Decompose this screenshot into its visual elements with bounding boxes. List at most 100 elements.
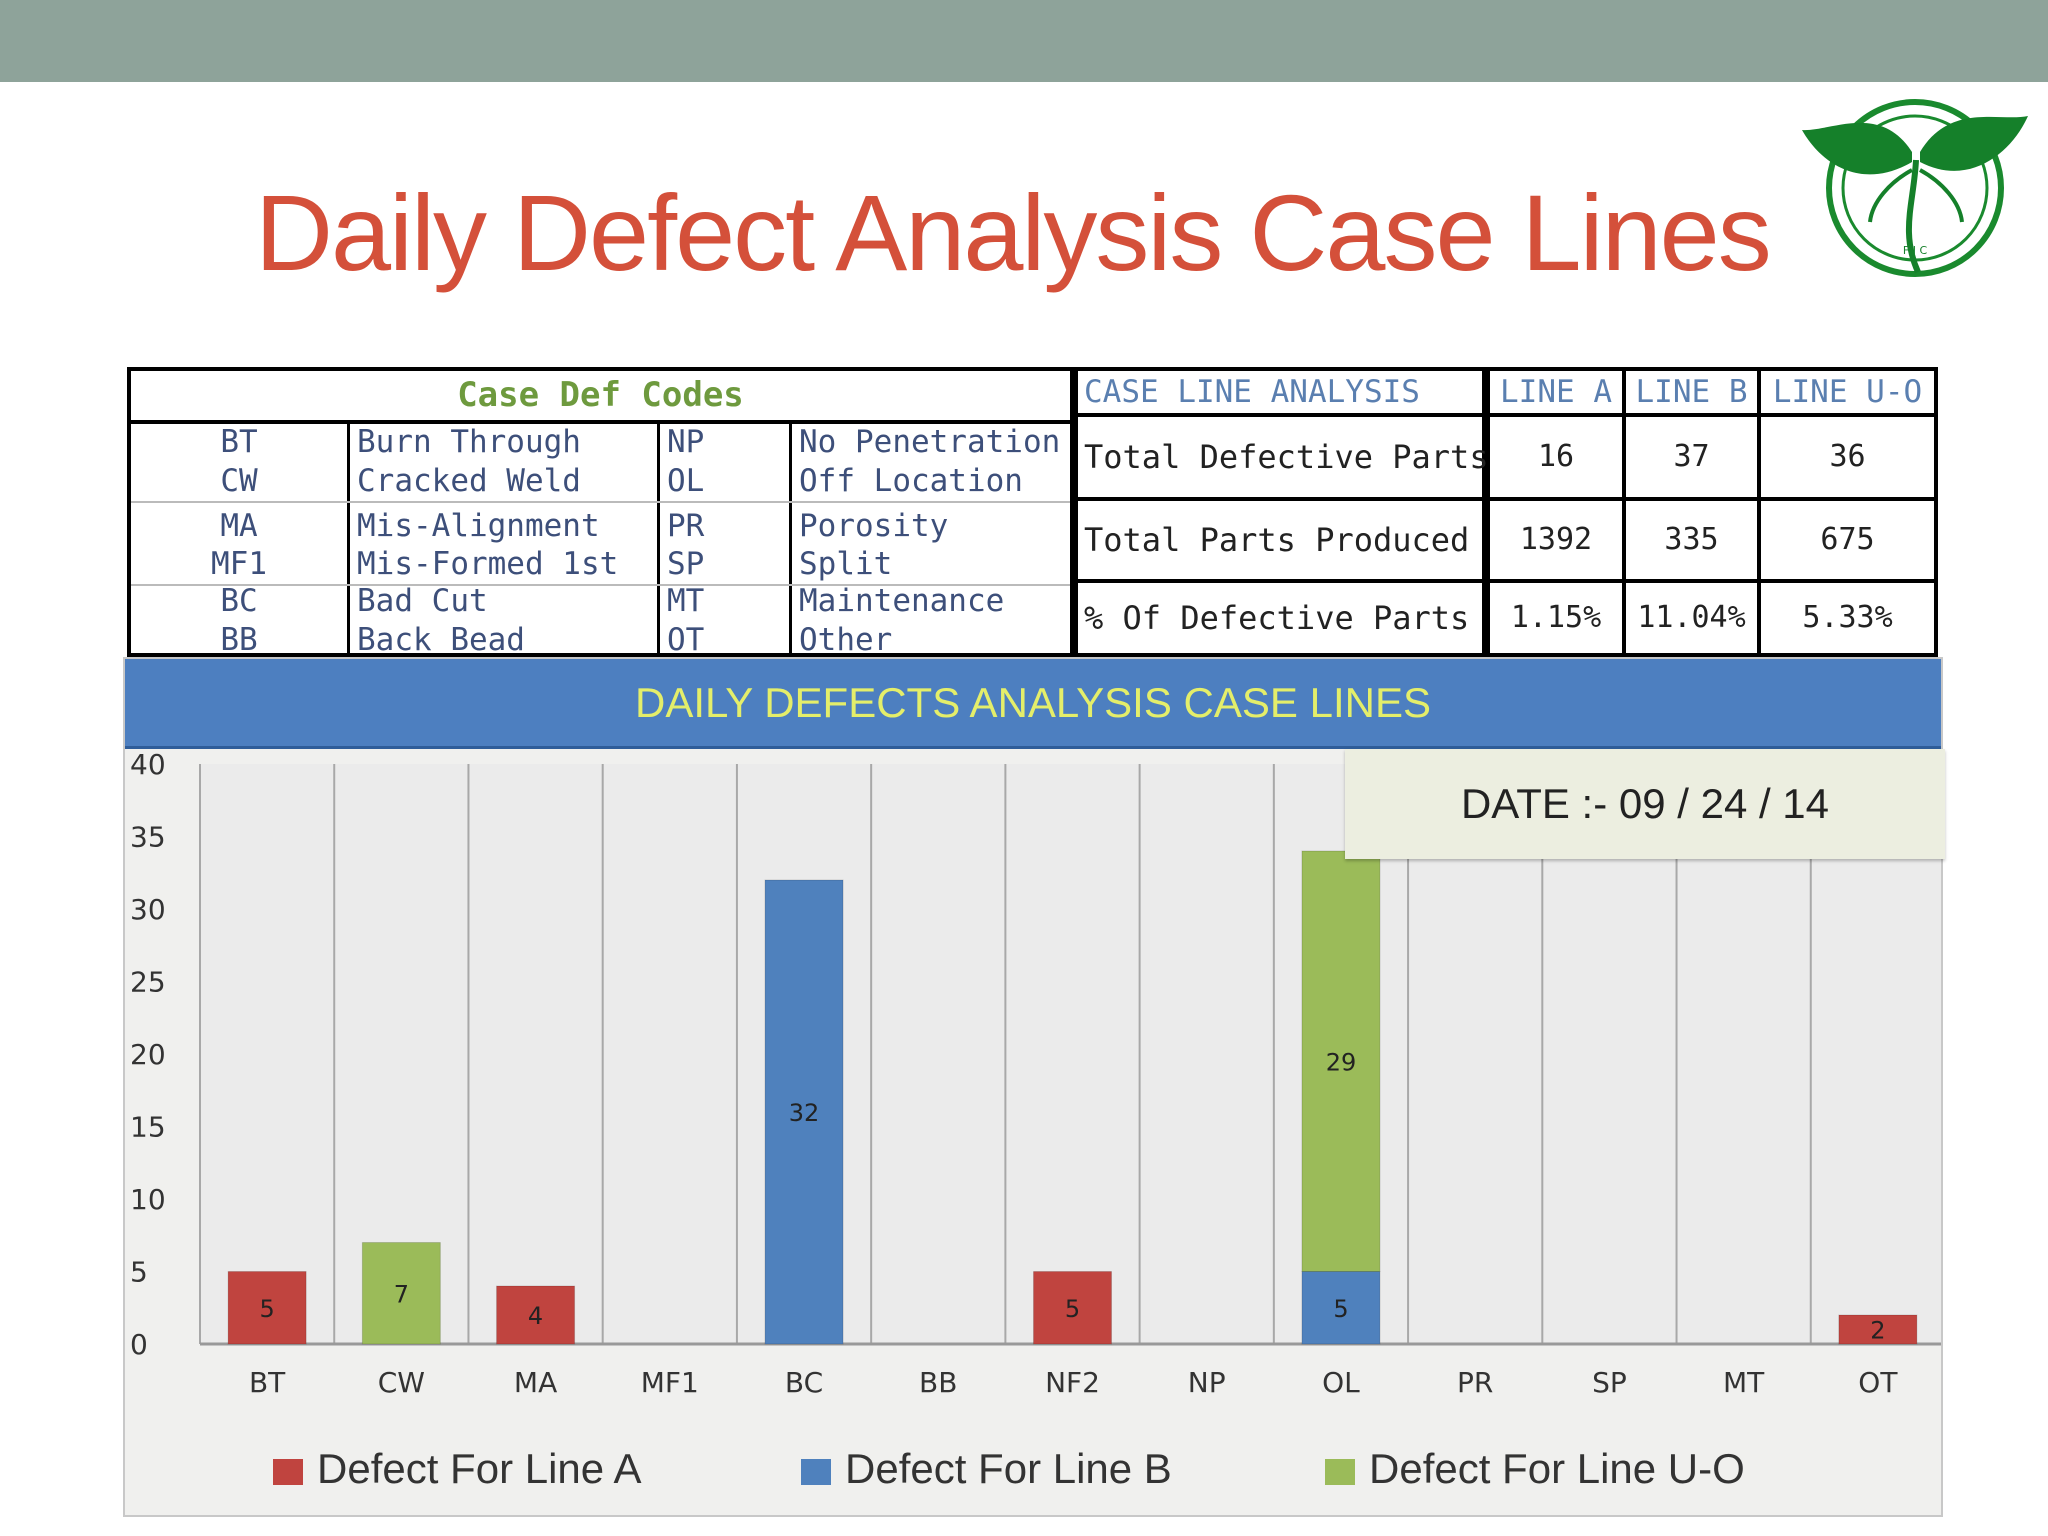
codes-table-row: BB Back Bead OT Other: [131, 621, 1070, 659]
bar: [496, 1285, 576, 1345]
codes-table-row: MA Mis-Alignment PR Porosity: [131, 507, 1070, 545]
analysis-value: 1.15%: [1486, 579, 1626, 657]
line-header: LINE U-O: [1757, 367, 1938, 417]
defect-code: MT: [667, 583, 705, 619]
defect-code: OL: [667, 463, 705, 499]
bar-value-label: 7: [394, 1280, 409, 1308]
bar-value-label: 29: [1326, 1048, 1357, 1076]
bar: [1301, 850, 1381, 1272]
analysis-value: 11.04%: [1622, 579, 1761, 657]
defect-name: Mis-Formed 1st: [357, 546, 619, 582]
y-tick-label: 25: [130, 966, 166, 999]
x-tick-label: OL: [1322, 1366, 1360, 1399]
bar: [227, 1271, 307, 1345]
bar: [1301, 1271, 1381, 1345]
y-tick-label: 30: [130, 893, 166, 926]
line-header: LINE B: [1622, 367, 1761, 417]
bar-value-label: 32: [789, 1099, 820, 1127]
legend-swatch: [1325, 1459, 1355, 1485]
analysis-value: 1392: [1486, 497, 1626, 583]
case-def-codes-table: Case Def Codes BT Burn Through NP No Penetr…: [127, 367, 1074, 659]
defect-name: Bad Cut: [357, 583, 488, 619]
bar-value-label: 5: [1065, 1295, 1080, 1323]
bar-value-label: 4: [528, 1302, 543, 1330]
analysis-value: 5.33%: [1757, 579, 1938, 657]
defect-code: OT: [667, 622, 705, 658]
bar-value-label: 2: [1870, 1317, 1885, 1345]
x-tick-label: OT: [1858, 1366, 1898, 1399]
legend-item-line-a: Defect For Line A: [273, 1439, 642, 1499]
defect-code: MA: [220, 508, 258, 544]
analysis-value: 16: [1486, 413, 1626, 501]
column-divider: [789, 420, 792, 653]
legend-label: Defect For Line A: [317, 1445, 642, 1492]
bar: [764, 879, 844, 1345]
defect-name: Porosity: [799, 508, 949, 544]
row-divider: [131, 501, 1070, 503]
x-tick-label: MF1: [641, 1366, 699, 1399]
bar-value-label: 5: [259, 1295, 274, 1323]
date-label: DATE :- 09 / 24 / 14: [1345, 749, 1945, 859]
defect-name: Cracked Weld: [357, 463, 581, 499]
top-bar: [0, 0, 2048, 82]
legend-label: Defect For Line B: [845, 1445, 1172, 1492]
bar-value-label: 5: [1333, 1295, 1348, 1323]
defect-code: BB: [220, 622, 258, 658]
defect-name: Mis-Alignment: [357, 508, 600, 544]
bar: [1838, 1314, 1918, 1345]
x-tick-label: CW: [378, 1366, 425, 1399]
column-divider: [347, 420, 350, 653]
y-tick-label: 40: [130, 748, 166, 781]
bar: [361, 1242, 441, 1345]
defect-name: Burn Through: [357, 424, 581, 460]
defect-name: Maintenance: [799, 583, 1005, 619]
plot-area: [200, 764, 1941, 1344]
analysis-value: 37: [1622, 413, 1761, 501]
x-tick-label: BB: [919, 1366, 957, 1399]
analysis-value: 36: [1757, 413, 1938, 501]
x-tick-label: SP: [1592, 1366, 1627, 1399]
legend-item-line-b: Defect For Line B: [801, 1439, 1172, 1499]
codes-table-row: BC Bad Cut MT Maintenance: [131, 582, 1070, 620]
analysis-header: CASE LINE ANALYSIS: [1074, 367, 1486, 417]
codes-table-row: CW Cracked Weld OL Off Location: [131, 462, 1070, 500]
x-tick-label: NF2: [1045, 1366, 1100, 1399]
defect-name: Split: [799, 546, 893, 582]
chart-legend: Defect For Line A Defect For Line B Defe…: [125, 1439, 1941, 1499]
defects-chart: DAILY DEFECTS ANALYSIS CASE LINES 0 5 10 15…: [123, 657, 1945, 1517]
x-tick-label: BT: [249, 1366, 286, 1399]
y-tick-label: 0: [130, 1328, 148, 1361]
legend-item-line-uo: Defect For Line U-O: [1325, 1439, 1745, 1499]
y-tick-label: 10: [130, 1183, 166, 1216]
defect-code: MF1: [211, 546, 267, 582]
x-tick-label: PR: [1457, 1366, 1493, 1399]
defect-name: Off Location: [799, 463, 1023, 499]
defect-code: BT: [220, 424, 258, 460]
logo-text: F I C: [1903, 244, 1928, 257]
defect-code: CW: [220, 463, 258, 499]
analysis-row-label: Total Parts Produced: [1074, 497, 1486, 583]
y-tick-label: 5: [130, 1256, 148, 1289]
analysis-row-label: % Of Defective Parts: [1074, 579, 1486, 657]
legend-swatch: [801, 1459, 831, 1485]
defect-code: SP: [667, 546, 705, 582]
defect-name: No Penetration: [799, 424, 1061, 460]
y-tick-label: 20: [130, 1038, 166, 1071]
codes-table-row: BT Burn Through NP No Penetration: [131, 423, 1070, 461]
x-tick-label: BC: [785, 1366, 823, 1399]
legend-swatch: [273, 1459, 303, 1485]
x-tick-label: MT: [1723, 1366, 1765, 1399]
bar: [1033, 1271, 1112, 1345]
chart-title: DAILY DEFECTS ANALYSIS CASE LINES: [125, 659, 1941, 749]
analysis-row-label: Total Defective Parts: [1074, 413, 1489, 501]
analysis-value: 335: [1622, 497, 1761, 583]
x-tick-label: MA: [514, 1366, 557, 1399]
y-tick-label: 15: [130, 1111, 166, 1144]
defect-code: BC: [220, 583, 258, 619]
column-divider: [657, 420, 660, 653]
defect-code: NP: [667, 424, 705, 460]
slide-title: Daily Defect Analysis Case Lines: [255, 172, 1772, 293]
line-header: LINE A: [1486, 367, 1626, 417]
row-divider: [131, 584, 1070, 586]
